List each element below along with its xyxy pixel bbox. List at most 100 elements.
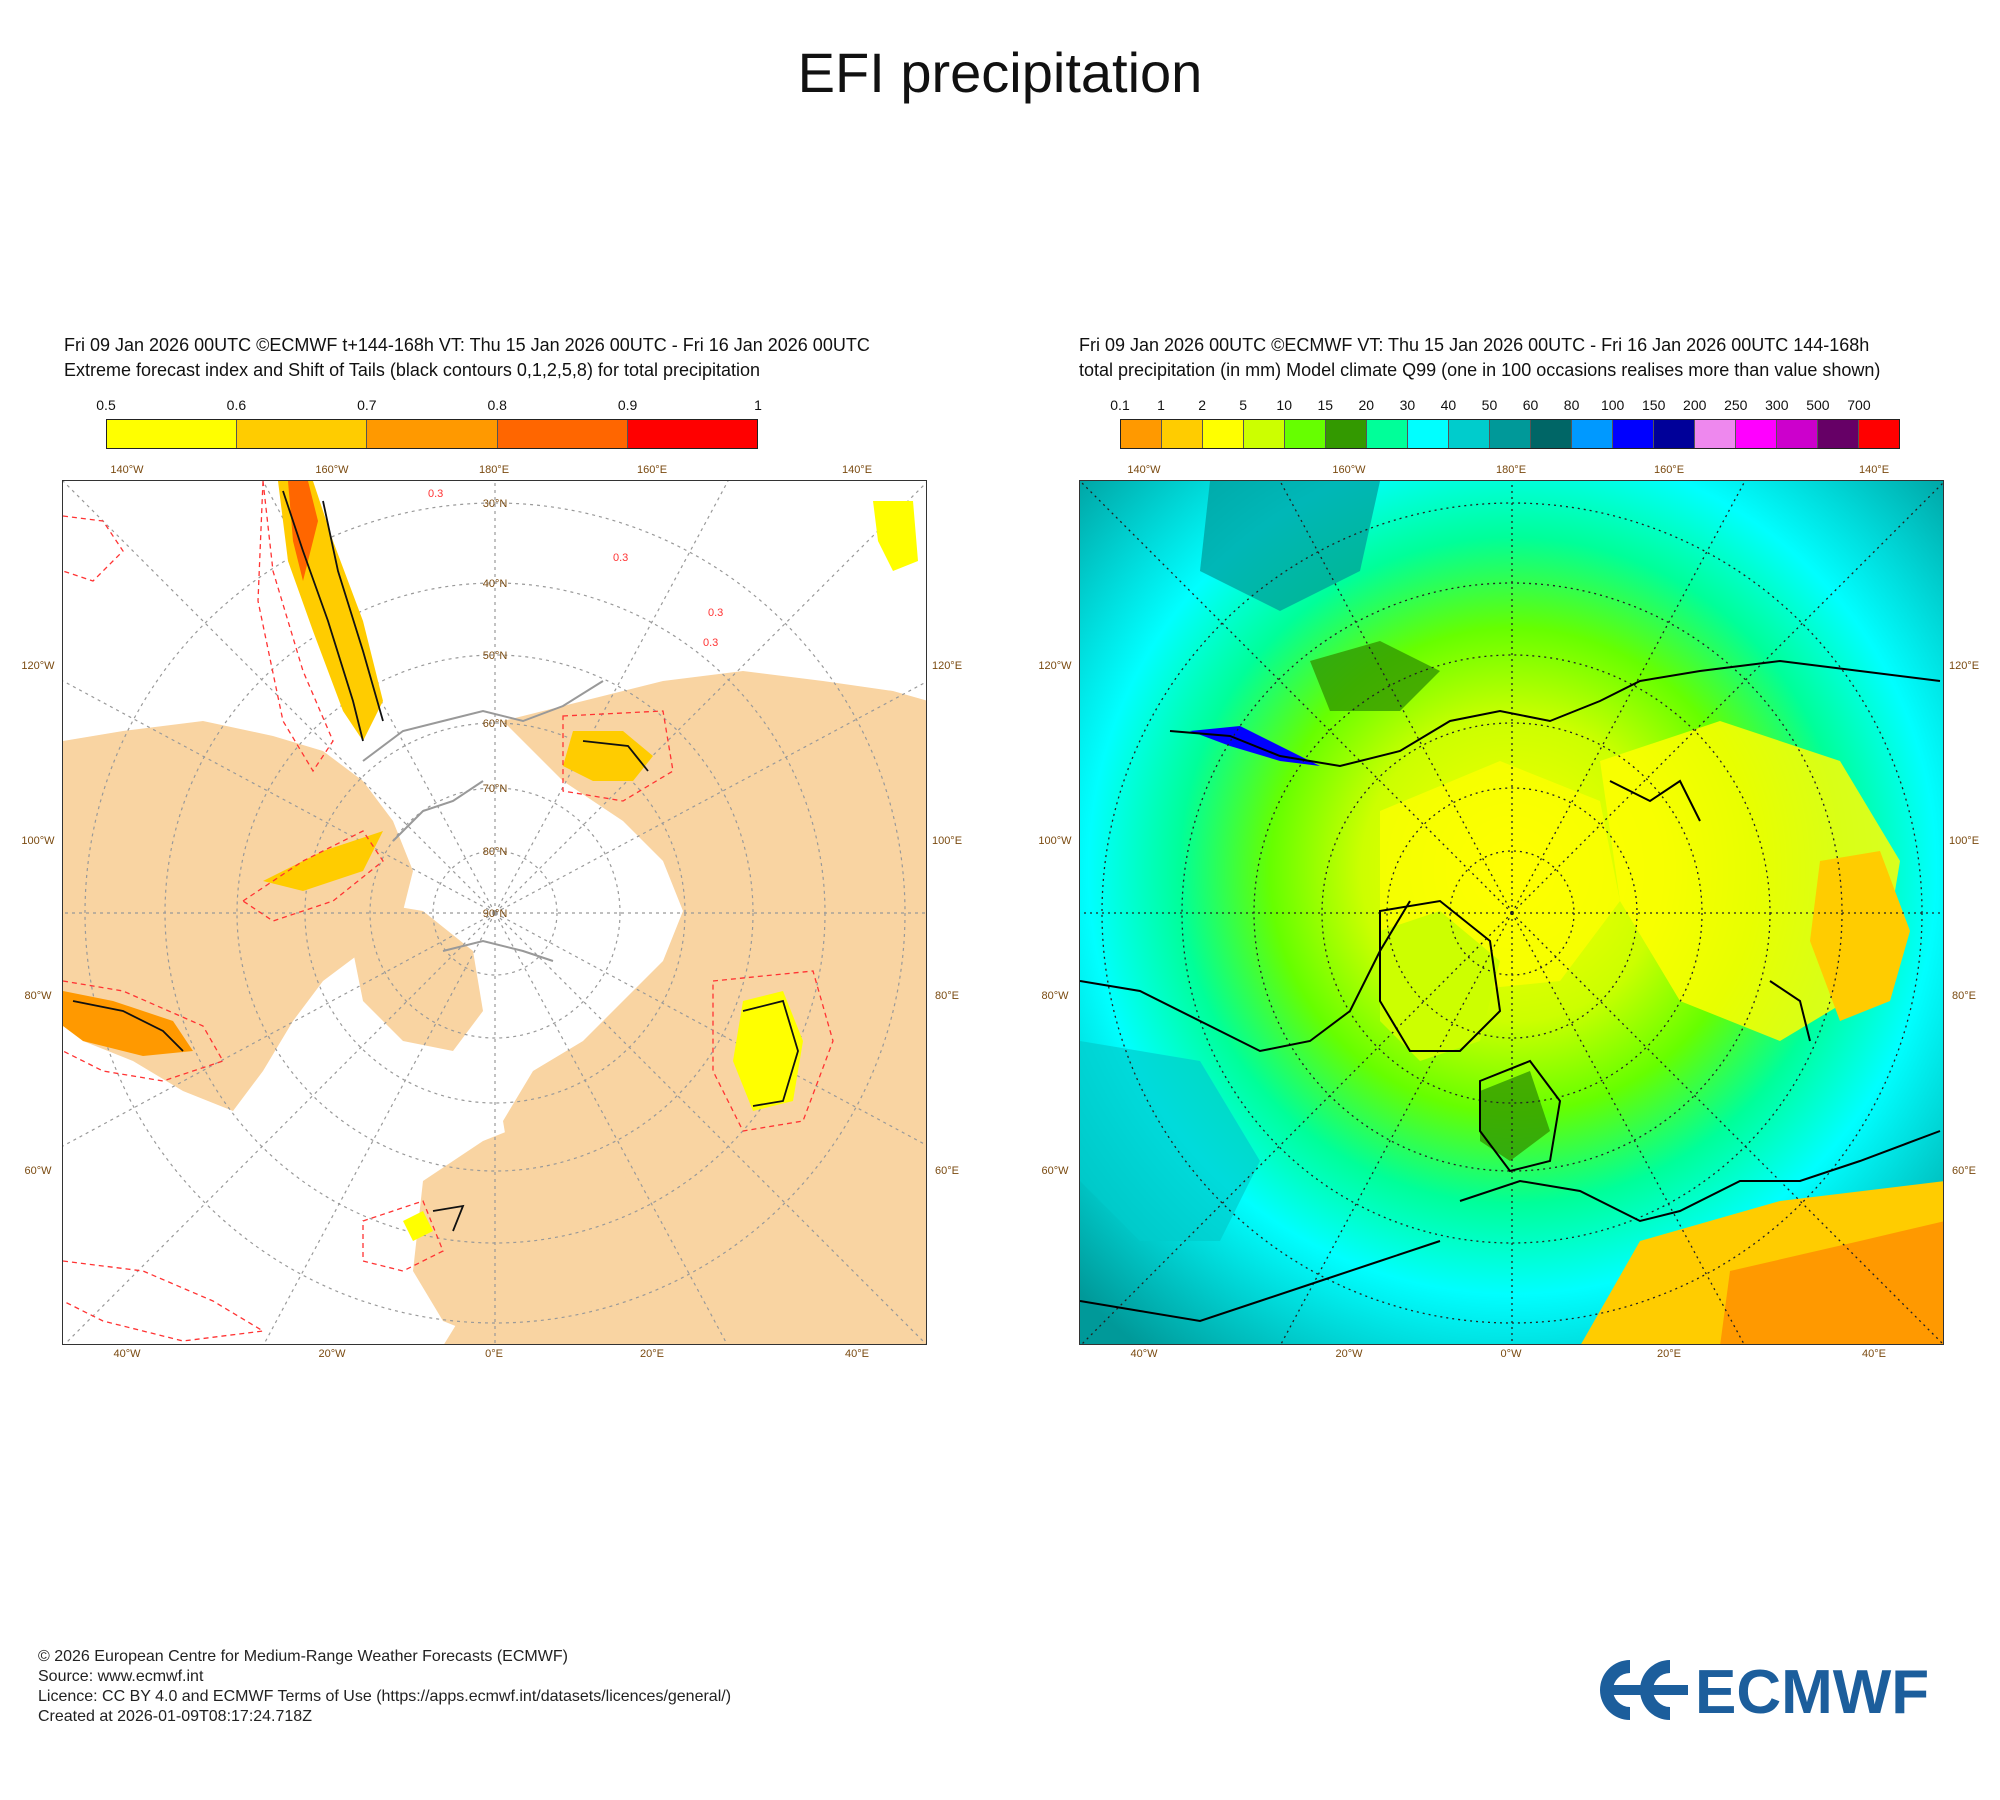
colorbar-swatch xyxy=(367,420,498,448)
ecmwf-logo: ECMWF xyxy=(1590,1655,1970,1727)
efi-area-scandinavia xyxy=(563,731,653,781)
colorbar-swatch xyxy=(1531,420,1572,448)
efi-colorbar xyxy=(106,419,758,449)
colorbar-swatch xyxy=(1818,420,1859,448)
lon-label: 140°W xyxy=(110,464,144,476)
lat-label: 90°N xyxy=(483,908,508,920)
lon-label: 140°E xyxy=(1858,464,1890,476)
colorbar-label: 2 xyxy=(1198,397,1206,413)
footer-copyright: © 2026 European Centre for Medium-Range … xyxy=(38,1648,568,1665)
climate-colorbar xyxy=(1120,419,1900,449)
lon-label: 120°W xyxy=(1038,660,1072,672)
shift-of-tails-contours xyxy=(72,490,799,1232)
colorbar-label: 0.1 xyxy=(1110,397,1130,413)
lon-label: 0°W xyxy=(1500,1348,1522,1360)
efi-area-iberia xyxy=(403,1211,433,1241)
page-title: EFI precipitation xyxy=(797,41,1203,104)
colorbar-label: 0.7 xyxy=(357,397,377,413)
lon-label: 180°E xyxy=(1495,464,1527,476)
colorbar-label: 500 xyxy=(1806,397,1830,413)
lon-label: 160°W xyxy=(1332,464,1366,476)
colorbar-label: 200 xyxy=(1683,397,1707,413)
climate-colorbar-labels: 0.1 1 2 5 10 15 20 30 40 50 60 80 100 150 200 250 300 500… xyxy=(1110,397,1900,415)
colorbar-swatch xyxy=(1162,420,1203,448)
colorbar-swatch xyxy=(1326,420,1367,448)
contour-label: 0.3 xyxy=(428,488,443,500)
dark-green-pacific xyxy=(1310,641,1440,711)
ecmwf-logo-mark xyxy=(1600,1660,1688,1720)
colorbar-label: 100 xyxy=(1600,397,1625,413)
colorbar-swatch xyxy=(1203,420,1244,448)
climate-map[interactable] xyxy=(1079,480,1944,1345)
colorbar-label: 40 xyxy=(1440,397,1457,413)
colorbar-swatch xyxy=(1490,420,1531,448)
colorbar-label: 20 xyxy=(1358,397,1375,413)
lon-label: 20°W xyxy=(1335,1348,1363,1360)
lat-label: 70°N xyxy=(483,783,508,795)
lon-label: 20°W xyxy=(318,1348,346,1360)
climate-panel: Fri 09 Jan 2026 00UTC ©ECMWF VT: Thu 15 … xyxy=(1038,335,1979,1360)
efi-header-line2: Extreme forecast index and Shift of Tail… xyxy=(64,360,761,380)
footer-created: Created at 2026-01-09T08:17:24.718Z xyxy=(38,1708,312,1725)
lon-label: 80°E xyxy=(935,990,959,1002)
lon-label: 60°E xyxy=(935,1165,959,1177)
efi-map[interactable]: 30°N 40°N 50°N 60°N 70°N 80°N 90°N 0.3 0.3 0.3 0.3 xyxy=(62,480,927,1345)
colorbar-label: 60 xyxy=(1522,397,1539,413)
colorbar-label: 5 xyxy=(1239,397,1248,413)
lon-label: 100°W xyxy=(1038,835,1072,847)
efi-band-canada xyxy=(263,831,383,891)
dark-teal-atlantic xyxy=(1080,1041,1260,1241)
footer-licence: Licence: CC BY 4.0 and ECMWF Terms of Us… xyxy=(38,1688,732,1705)
colorbar-label: 250 xyxy=(1724,397,1748,413)
colorbar-swatch xyxy=(1367,420,1408,448)
colorbar-label: 1 xyxy=(1157,397,1165,413)
lon-label: 100°E xyxy=(931,835,963,847)
colorbar-swatch xyxy=(1859,420,1899,448)
colorbar-label: 150 xyxy=(1641,397,1666,413)
efi-colorbar-labels: 0.5 0.6 0.7 0.8 0.9 1 xyxy=(96,397,762,415)
lon-label: 80°E xyxy=(1952,990,1976,1002)
lon-label: 120°E xyxy=(1948,660,1980,672)
lon-label: 120°W xyxy=(21,660,55,672)
efi-area-russia xyxy=(733,991,803,1111)
lon-label: 60°W xyxy=(24,1165,52,1177)
sahara-dark-orange-area xyxy=(1720,1221,1943,1344)
lon-label: 180°E xyxy=(478,464,510,476)
lon-label: 100°E xyxy=(1948,835,1980,847)
lon-label: 0°E xyxy=(485,1348,503,1360)
lon-label: 120°E xyxy=(931,660,963,672)
colorbar-label: 30 xyxy=(1399,397,1416,413)
lon-label: 80°W xyxy=(24,990,52,1002)
colorbar-swatch xyxy=(1572,420,1613,448)
colorbar-swatch xyxy=(1121,420,1162,448)
colorbar-label: 80 xyxy=(1563,397,1580,413)
lon-label: 20°E xyxy=(640,1348,664,1360)
ecmwf-logo-text: ECMWF xyxy=(1695,1658,1929,1725)
longitude-grid xyxy=(63,481,926,1344)
efi-header-line1: Fri 09 Jan 2026 00UTC ©ECMWF t+144-168h … xyxy=(64,335,870,355)
colorbar-label: 10 xyxy=(1276,397,1292,413)
colorbar-swatch xyxy=(1695,420,1736,448)
lon-label: 160°E xyxy=(636,464,668,476)
lat-label: 50°N xyxy=(483,650,508,662)
colorbar-swatch xyxy=(1244,420,1285,448)
colorbar-swatch xyxy=(1449,420,1490,448)
lon-label: 140°E xyxy=(841,464,873,476)
lon-label: 40°W xyxy=(1130,1348,1158,1360)
climate-map-canvas xyxy=(1080,481,1943,1344)
efi-panel: Fri 09 Jan 2026 00UTC ©ECMWF t+144-168h … xyxy=(21,335,963,1360)
colorbar-swatch xyxy=(1408,420,1449,448)
efi-dashed-contours xyxy=(63,481,834,1342)
lat-label: 60°N xyxy=(483,718,508,730)
contour-label: 0.3 xyxy=(613,552,628,564)
dark-green-norway xyxy=(1480,1071,1550,1161)
lat-label: 30°N xyxy=(483,498,508,510)
lon-label: 40°W xyxy=(113,1348,141,1360)
efi-band-pacific-core xyxy=(288,481,318,581)
colorbar-swatch xyxy=(107,420,238,448)
lon-label: 40°E xyxy=(1862,1348,1886,1360)
footer: © 2026 European Centre for Medium-Range … xyxy=(38,1647,731,1727)
lon-label: 40°E xyxy=(845,1348,869,1360)
colorbar-swatch xyxy=(1285,420,1326,448)
lon-label: 140°W xyxy=(1127,464,1161,476)
